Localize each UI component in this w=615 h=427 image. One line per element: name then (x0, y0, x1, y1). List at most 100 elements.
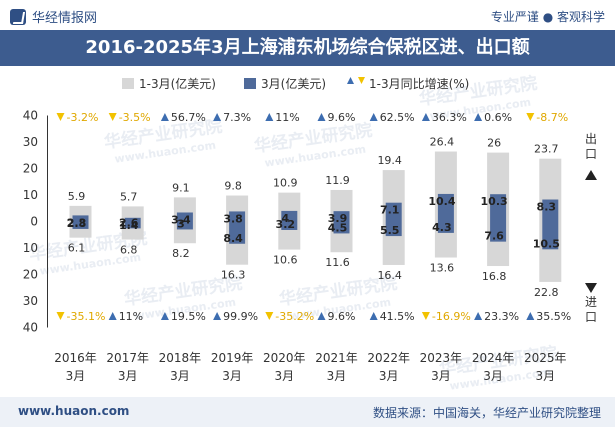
bar-export-cumulative (121, 206, 144, 222)
label-export-cumulative: 26 (487, 137, 501, 150)
label-import-cumulative: 16.4 (377, 269, 402, 282)
legend-march-label: 3月(亿美元) (261, 76, 326, 91)
import-growth-label: 19.5% (171, 310, 206, 323)
growth-down-icon (421, 312, 430, 320)
x-tick-label: 3月 (274, 369, 294, 383)
label-import-march: 7.6 (484, 230, 504, 243)
label-export-cumulative: 26.4 (430, 136, 455, 149)
export-growth-label: 9.6% (328, 111, 356, 124)
bar-import-march (437, 221, 454, 233)
label-import-cumulative: 8.2 (172, 247, 190, 260)
import-side-label-char-2: 口 (585, 310, 597, 324)
label-import-march: 3.2 (276, 218, 296, 231)
label-import-cumulative: 16.3 (221, 269, 246, 282)
label-import-march: 5.5 (380, 224, 400, 237)
import-growth-label: 41.5% (380, 310, 415, 323)
x-tick-label: 2021年 (315, 351, 358, 365)
y-tick-label: 20 (23, 268, 38, 282)
bar-export-march (542, 199, 559, 222)
export-growth-label: 56.7% (171, 111, 206, 124)
label-export-cumulative: 5.9 (68, 190, 86, 203)
growth-up-icon (474, 113, 483, 121)
side-labels: 出 口 进 口 (585, 132, 597, 324)
website-link[interactable]: www.huaon.com (18, 404, 130, 418)
x-tick-label: 3月 (222, 369, 242, 383)
export-growth-label: -8.7% (536, 111, 568, 124)
x-tick-label: 2020年 (263, 351, 306, 365)
label-import-cumulative: 6.8 (120, 244, 138, 257)
label-import-march: 4.5 (328, 221, 348, 234)
legend-cumulative-label: 1-3月(亿美元) (139, 76, 216, 91)
label-export-cumulative: 10.9 (273, 177, 298, 190)
x-tick-label: 3月 (170, 369, 190, 383)
bar-import-march (490, 221, 507, 242)
legend-rate-up-icon (347, 77, 354, 84)
brand[interactable]: 华经情报网 (10, 7, 97, 26)
growth-rates: -3.2% -35.1% -3.5% 11% 56.7% 19.5% 7.3% 99.9% 11… (56, 111, 571, 323)
legend: 1-3月(亿美元) 3月(亿美元) 1-3月同比增速(%) (122, 76, 469, 91)
label-export-cumulative: 5.7 (120, 190, 138, 203)
x-tick-label: 3月 (118, 369, 138, 383)
growth-up-icon (474, 312, 483, 320)
bar-export-march (437, 193, 454, 222)
x-tick-label: 3月 (327, 369, 347, 383)
label-export-march: 3.9 (328, 212, 348, 225)
y-tick-label: 30 (23, 135, 38, 149)
export-growth-label: 7.3% (223, 111, 251, 124)
label-export-cumulative: 11.9 (325, 174, 350, 187)
label-import-march: 8.4 (223, 232, 243, 245)
bar-import-march (385, 221, 402, 237)
bar-export-march (229, 211, 246, 222)
x-tick-label: 2025年 (524, 351, 567, 365)
label-export-march: 10.4 (428, 195, 455, 208)
import-growth-label: -16.9% (432, 310, 471, 323)
x-tick-label: 3月 (66, 369, 86, 383)
bar-export-march (490, 194, 507, 222)
x-tick-label: 2022年 (367, 351, 410, 365)
export-side-label-char-2: 口 (585, 147, 597, 161)
growth-up-icon (108, 312, 117, 320)
label-export-march: 8.3 (537, 201, 557, 214)
label-import-march: 2.6 (119, 216, 139, 229)
legend-rate-label: 1-3月同比增速(%) (369, 77, 469, 91)
bars (69, 151, 562, 282)
bar-import-march (72, 221, 89, 229)
label-import-march: 3 (177, 217, 185, 230)
import-growth-label: 9.6% (328, 310, 356, 323)
growth-up-icon (369, 113, 378, 121)
top-bar: 华经情报网 专业严谨 ● 客观科学 (0, 0, 615, 30)
bar-export-march (124, 217, 141, 222)
growth-up-icon (369, 312, 378, 320)
label-export-cumulative: 23.7 (534, 143, 559, 156)
label-export-march: 4 (281, 212, 289, 225)
growth-down-icon (56, 113, 65, 121)
export-growth-label: -3.5% (119, 111, 151, 124)
x-tick-label: 2024年 (472, 351, 515, 365)
tagline: 专业严谨 ● 客观科学 (490, 10, 605, 24)
x-tick-label: 3月 (483, 369, 503, 383)
label-import-march: 4.3 (432, 221, 452, 234)
bar-import-march (229, 221, 246, 244)
label-import-march: 2.8 (67, 217, 87, 230)
import-growth-label: 23.3% (484, 310, 519, 323)
chart-title: 2016-2025年3月上海浦东机场综合保税区进、出口额 (85, 37, 530, 58)
growth-up-icon (265, 113, 274, 121)
growth-up-icon (317, 113, 326, 121)
label-export-cumulative: 9.8 (224, 180, 242, 193)
x-tick-label: 2016年 (54, 351, 97, 365)
label-import-cumulative: 22.8 (534, 286, 559, 299)
legend-march-swatch (244, 78, 256, 89)
label-import-cumulative: 13.6 (430, 262, 455, 275)
label-export-cumulative: 9.1 (172, 181, 190, 194)
bar-export-march (176, 212, 193, 222)
export-side-label-char-1: 出 (585, 132, 597, 146)
label-import-cumulative: 6.1 (68, 242, 86, 255)
export-growth-label: 11% (275, 111, 299, 124)
bar-export-march (281, 210, 298, 222)
growth-down-icon (265, 312, 274, 320)
import-growth-label: 35.5% (536, 310, 571, 323)
y-axis: 40 30 20 10 0 10 20 30 40 (23, 109, 48, 335)
bar-export-march (333, 211, 350, 222)
import-growth-label: 99.9% (223, 310, 258, 323)
label-export-march: 3.4 (171, 213, 191, 226)
